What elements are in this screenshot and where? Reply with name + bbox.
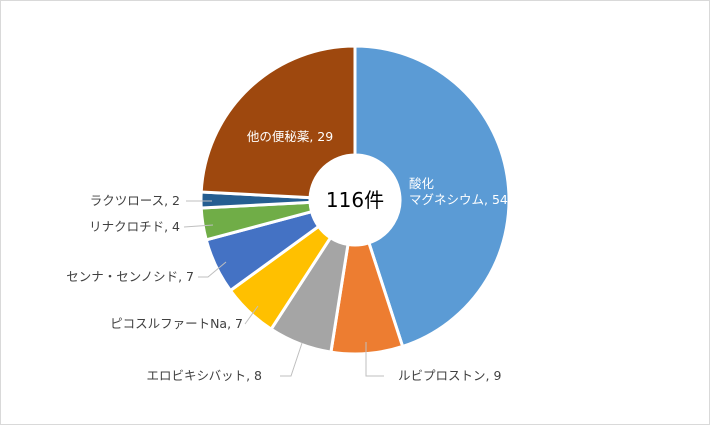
data-label: 酸化マグネシウム, 54 [409, 176, 508, 207]
slice-1[interactable] [353, 44, 511, 349]
data-label: 他の便秘薬, 29 [247, 129, 333, 144]
data-label: ピコスルファートNa, 7 [110, 316, 243, 331]
data-label: エロビキシバット, 8 [146, 368, 262, 383]
label-leader-lines [183, 200, 384, 377]
leader-line [280, 342, 303, 377]
data-label: リナクロチド, 4 [89, 219, 180, 234]
center-total-label: 116件 [326, 188, 384, 212]
leader-line [244, 305, 259, 325]
leader-line [183, 224, 214, 228]
data-label: センナ・センノシド, 7 [66, 269, 194, 284]
data-label: ラクツロース, 2 [90, 193, 180, 208]
data-labels: 酸化マグネシウム, 54 ルビプロストン, 9 エロビキシバット, 8 ピコスルファー… [66, 129, 508, 383]
chart-slices [199, 44, 511, 356]
leader-line [198, 261, 227, 278]
slice-8[interactable] [199, 44, 357, 200]
leader-line [365, 342, 384, 377]
data-label: ルビプロストン, 9 [398, 368, 501, 383]
